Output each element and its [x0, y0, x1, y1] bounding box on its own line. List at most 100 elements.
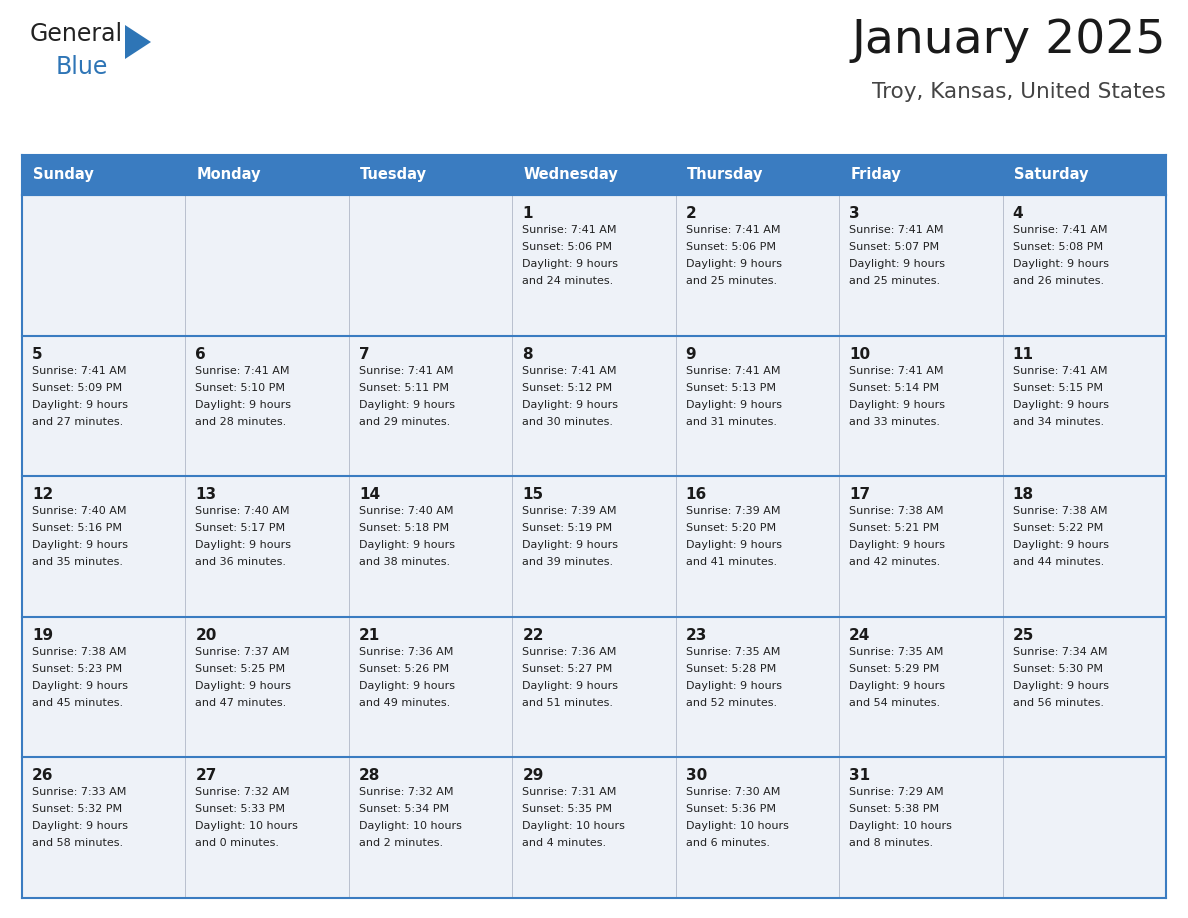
Text: Sunset: 5:28 PM: Sunset: 5:28 PM [685, 664, 776, 674]
Text: 21: 21 [359, 628, 380, 643]
Text: Sunrise: 7:36 AM: Sunrise: 7:36 AM [523, 647, 617, 656]
Text: Sunrise: 7:41 AM: Sunrise: 7:41 AM [685, 225, 781, 235]
Bar [839, 155, 1003, 195]
Bar [349, 757, 512, 898]
Text: Sunrise: 7:35 AM: Sunrise: 7:35 AM [849, 647, 943, 656]
Text: Sunset: 5:09 PM: Sunset: 5:09 PM [32, 383, 122, 393]
Text: and 0 minutes.: and 0 minutes. [196, 838, 279, 848]
Bar [349, 617, 512, 757]
Text: Sunrise: 7:39 AM: Sunrise: 7:39 AM [523, 506, 617, 516]
Text: 19: 19 [32, 628, 53, 643]
Bar [676, 617, 839, 757]
Bar [349, 336, 512, 476]
Text: Sunset: 5:18 PM: Sunset: 5:18 PM [359, 523, 449, 533]
Text: Daylight: 10 hours: Daylight: 10 hours [359, 822, 462, 832]
Text: and 28 minutes.: and 28 minutes. [196, 417, 286, 427]
Text: Sunrise: 7:41 AM: Sunrise: 7:41 AM [849, 225, 943, 235]
Text: Sunrise: 7:38 AM: Sunrise: 7:38 AM [32, 647, 126, 656]
Text: Daylight: 9 hours: Daylight: 9 hours [849, 399, 946, 409]
Text: 15: 15 [523, 487, 543, 502]
Text: Sunrise: 7:41 AM: Sunrise: 7:41 AM [32, 365, 126, 375]
Bar [839, 757, 1003, 898]
Text: 2: 2 [685, 206, 696, 221]
Text: Daylight: 10 hours: Daylight: 10 hours [849, 822, 952, 832]
Text: and 25 minutes.: and 25 minutes. [849, 276, 940, 286]
Text: and 54 minutes.: and 54 minutes. [849, 698, 940, 708]
Text: Sunrise: 7:32 AM: Sunrise: 7:32 AM [196, 788, 290, 798]
Text: Blue: Blue [56, 55, 108, 79]
Bar [839, 336, 1003, 476]
Text: 4: 4 [1012, 206, 1023, 221]
Text: 24: 24 [849, 628, 871, 643]
Text: Sunset: 5:16 PM: Sunset: 5:16 PM [32, 523, 122, 533]
Text: and 33 minutes.: and 33 minutes. [849, 417, 940, 427]
Text: 9: 9 [685, 347, 696, 362]
Text: 28: 28 [359, 768, 380, 783]
Text: Daylight: 9 hours: Daylight: 9 hours [359, 540, 455, 550]
Text: Daylight: 9 hours: Daylight: 9 hours [685, 540, 782, 550]
Text: Daylight: 9 hours: Daylight: 9 hours [196, 540, 291, 550]
Text: Daylight: 9 hours: Daylight: 9 hours [523, 399, 618, 409]
Text: 23: 23 [685, 628, 707, 643]
Text: Friday: Friday [851, 167, 901, 183]
Text: 5: 5 [32, 347, 43, 362]
Text: and 2 minutes.: and 2 minutes. [359, 838, 443, 848]
Text: Daylight: 9 hours: Daylight: 9 hours [849, 259, 946, 269]
Bar [23, 336, 185, 476]
Bar [1003, 476, 1165, 617]
Bar [1003, 336, 1165, 476]
Text: and 42 minutes.: and 42 minutes. [849, 557, 941, 567]
Text: Daylight: 9 hours: Daylight: 9 hours [1012, 681, 1108, 691]
Text: and 24 minutes.: and 24 minutes. [523, 276, 613, 286]
Text: Troy, Kansas, United States: Troy, Kansas, United States [872, 82, 1165, 102]
Text: Sunrise: 7:41 AM: Sunrise: 7:41 AM [1012, 365, 1107, 375]
Text: Sunrise: 7:35 AM: Sunrise: 7:35 AM [685, 647, 781, 656]
Text: and 25 minutes.: and 25 minutes. [685, 276, 777, 286]
Text: Sunset: 5:15 PM: Sunset: 5:15 PM [1012, 383, 1102, 393]
Text: Sunset: 5:34 PM: Sunset: 5:34 PM [359, 804, 449, 814]
Text: Sunset: 5:10 PM: Sunset: 5:10 PM [196, 383, 285, 393]
Text: Daylight: 9 hours: Daylight: 9 hours [32, 681, 128, 691]
Text: 12: 12 [32, 487, 53, 502]
Text: Sunrise: 7:41 AM: Sunrise: 7:41 AM [849, 365, 943, 375]
Text: Sunset: 5:30 PM: Sunset: 5:30 PM [1012, 664, 1102, 674]
Text: Sunset: 5:14 PM: Sunset: 5:14 PM [849, 383, 940, 393]
Text: and 52 minutes.: and 52 minutes. [685, 698, 777, 708]
Text: Daylight: 9 hours: Daylight: 9 hours [1012, 399, 1108, 409]
Text: and 35 minutes.: and 35 minutes. [32, 557, 124, 567]
Text: 8: 8 [523, 347, 533, 362]
Text: 31: 31 [849, 768, 871, 783]
Text: Sunrise: 7:38 AM: Sunrise: 7:38 AM [1012, 506, 1107, 516]
Text: Sunset: 5:20 PM: Sunset: 5:20 PM [685, 523, 776, 533]
Text: 7: 7 [359, 347, 369, 362]
Text: 10: 10 [849, 347, 871, 362]
Bar [23, 476, 185, 617]
Text: Sunset: 5:06 PM: Sunset: 5:06 PM [523, 242, 612, 252]
Text: 11: 11 [1012, 347, 1034, 362]
Text: and 4 minutes.: and 4 minutes. [523, 838, 606, 848]
Bar [349, 476, 512, 617]
Text: Sunset: 5:38 PM: Sunset: 5:38 PM [849, 804, 940, 814]
Text: Daylight: 9 hours: Daylight: 9 hours [359, 399, 455, 409]
Text: and 47 minutes.: and 47 minutes. [196, 698, 286, 708]
Text: Saturday: Saturday [1013, 167, 1088, 183]
Text: Daylight: 9 hours: Daylight: 9 hours [359, 681, 455, 691]
Text: Daylight: 9 hours: Daylight: 9 hours [1012, 259, 1108, 269]
Text: Daylight: 9 hours: Daylight: 9 hours [685, 259, 782, 269]
Text: and 39 minutes.: and 39 minutes. [523, 557, 613, 567]
Text: Tuesday: Tuesday [360, 167, 426, 183]
Text: Sunset: 5:06 PM: Sunset: 5:06 PM [685, 242, 776, 252]
Text: Sunrise: 7:41 AM: Sunrise: 7:41 AM [359, 365, 454, 375]
Bar [185, 336, 349, 476]
Text: 25: 25 [1012, 628, 1034, 643]
Text: Sunrise: 7:36 AM: Sunrise: 7:36 AM [359, 647, 454, 656]
Text: and 45 minutes.: and 45 minutes. [32, 698, 124, 708]
Text: and 34 minutes.: and 34 minutes. [1012, 417, 1104, 427]
Text: 1: 1 [523, 206, 532, 221]
Text: and 27 minutes.: and 27 minutes. [32, 417, 124, 427]
Text: Sunset: 5:12 PM: Sunset: 5:12 PM [523, 383, 612, 393]
Text: and 30 minutes.: and 30 minutes. [523, 417, 613, 427]
Text: Sunset: 5:07 PM: Sunset: 5:07 PM [849, 242, 940, 252]
Text: and 51 minutes.: and 51 minutes. [523, 698, 613, 708]
Text: and 49 minutes.: and 49 minutes. [359, 698, 450, 708]
